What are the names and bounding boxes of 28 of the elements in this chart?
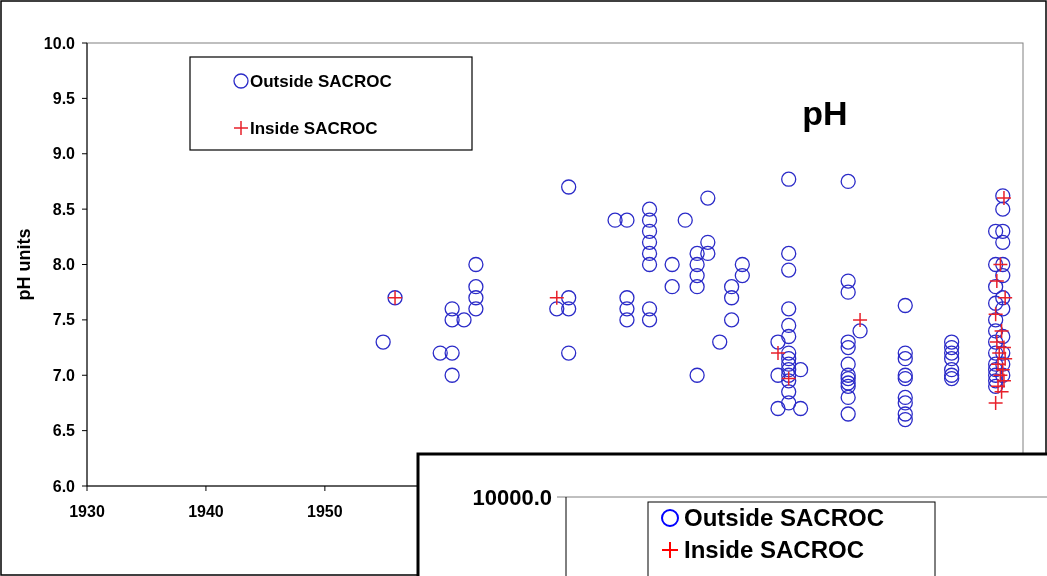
- y-tick-label: 8.5: [52, 200, 76, 218]
- y-tick-label: 6.5: [52, 422, 76, 440]
- point: [987, 395, 1004, 411]
- y-tick-label: 8.0: [52, 256, 76, 274]
- point: [993, 384, 1010, 400]
- y-axis-title: pH units: [14, 228, 34, 301]
- text: Outside SACROC: [684, 504, 885, 532]
- point: [993, 323, 1010, 339]
- y-tick-label: 9.0: [52, 145, 76, 163]
- text: Inside SACROC: [684, 536, 865, 564]
- point: [987, 306, 1004, 323]
- y-tick-label: 7.0: [52, 366, 76, 384]
- x-tick-label: 1950: [307, 503, 343, 520]
- legend-label: Outside SACROC: [250, 71, 392, 91]
- point: [770, 345, 786, 361]
- point: [852, 312, 868, 328]
- point: [549, 289, 565, 306]
- annotation: 10000.0: [472, 484, 552, 510]
- y-tick-label: 7.5: [52, 311, 76, 329]
- point: [996, 373, 1012, 389]
- x-tick-label: 1930: [69, 503, 105, 520]
- legend-label: Inside SACROC: [250, 118, 378, 138]
- y-tick-label: 9.5: [52, 89, 76, 107]
- text: pH: [802, 94, 848, 132]
- y-tick-label: 6.0: [52, 477, 76, 495]
- point: [989, 273, 1005, 289]
- y-tick-label: 10.0: [43, 34, 76, 52]
- x-tick-label: 1940: [188, 503, 224, 520]
